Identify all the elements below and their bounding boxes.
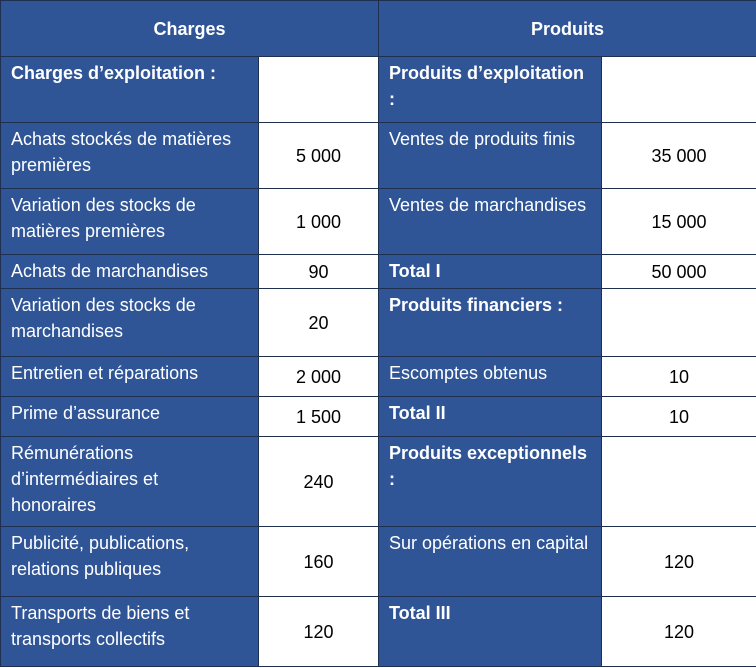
charge-amount: 160	[258, 526, 379, 597]
table-row: Achats stockés de matières premières 5 00…	[0, 122, 756, 189]
charge-label: Variation des stocks de matières premièr…	[0, 188, 259, 255]
table-row: Prime d’assurance 1 500 Total II 10	[0, 396, 756, 437]
table-row: Variation des stocks de marchandises 20 Pr…	[0, 288, 756, 357]
header-row: Charges Produits	[0, 0, 756, 57]
table-body: Charges d’exploitation : Produits d’explo…	[0, 56, 756, 667]
produit-label: Produits exceptionnels :	[378, 436, 602, 527]
charge-amount: 120	[258, 596, 379, 667]
produit-amount: 35 000	[600, 122, 756, 189]
produit-label: Total I	[378, 254, 602, 289]
produit-amount	[600, 288, 756, 357]
produit-label: Produits d’exploitation :	[378, 56, 602, 123]
table-row: Variation des stocks de matières premièr…	[0, 188, 756, 255]
charge-label: Prime d’assurance	[0, 396, 259, 437]
charge-label: Variation des stocks de marchandises	[0, 288, 259, 357]
produit-amount: 120	[600, 526, 756, 597]
produit-label: Sur opérations en capital	[378, 526, 602, 597]
table-row: Charges d’exploitation : Produits d’explo…	[0, 56, 756, 123]
charge-label: Entretien et réparations	[0, 356, 259, 397]
charge-label: Charges d’exploitation :	[0, 56, 259, 123]
charge-label: Rémunérations d’intermédiaires et honora…	[0, 436, 259, 527]
charge-amount: 20	[258, 288, 379, 357]
produit-label: Escomptes obtenus	[378, 356, 602, 397]
table-row: Rémunérations d’intermédiaires et honora…	[0, 436, 756, 527]
charge-amount: 5 000	[258, 122, 379, 189]
table-row: Achats de marchandises 90 Total I 50 000	[0, 254, 756, 289]
produit-amount	[600, 436, 756, 527]
produit-amount: 15 000	[600, 188, 756, 255]
table-row: Entretien et réparations 2 000 Escomptes o…	[0, 356, 756, 397]
charge-amount	[258, 56, 379, 123]
charge-amount: 90	[258, 254, 379, 289]
produit-amount: 10	[600, 356, 756, 397]
charge-label: Achats stockés de matières premières	[0, 122, 259, 189]
table-row: Publicité, publications, relations publi…	[0, 526, 756, 597]
charge-amount: 240	[258, 436, 379, 527]
produit-label: Ventes de produits finis	[378, 122, 602, 189]
charge-label: Publicité, publications, relations publi…	[0, 526, 259, 597]
charge-label: Transports de biens et transports collec…	[0, 596, 259, 667]
header-cell: Charges	[0, 0, 379, 57]
produit-label: Total II	[378, 396, 602, 437]
produit-label: Ventes de marchandises	[378, 188, 602, 255]
produit-label: Produits financiers :	[378, 288, 602, 357]
charge-amount: 1 500	[258, 396, 379, 437]
produit-amount	[600, 56, 756, 123]
header-cell: Produits	[377, 0, 756, 57]
charge-amount: 2 000	[258, 356, 379, 397]
produit-amount: 50 000	[600, 254, 756, 289]
produit-amount: 120	[600, 596, 756, 667]
charge-label: Achats de marchandises	[0, 254, 259, 289]
table-row: Transports de biens et transports collec…	[0, 596, 756, 667]
charge-amount: 1 000	[258, 188, 379, 255]
produit-amount: 10	[600, 396, 756, 437]
produit-label: Total III	[378, 596, 602, 667]
